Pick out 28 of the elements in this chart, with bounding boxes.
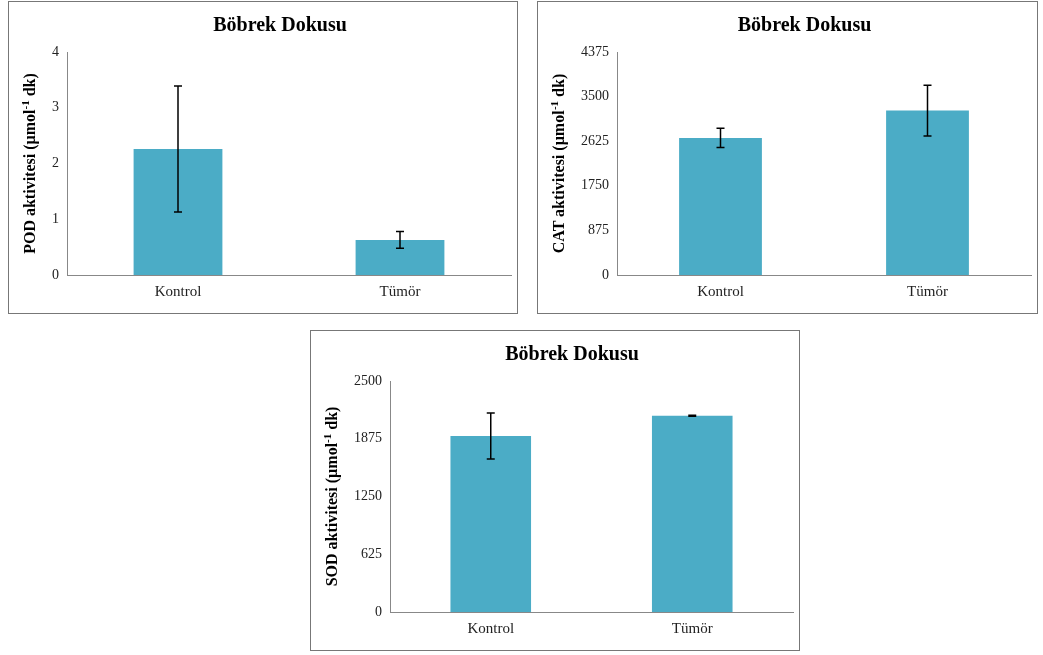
y-tick-label: 2: [52, 155, 59, 171]
x-tick-label: Kontrol: [154, 282, 202, 299]
y-axis-title: SOD aktivitesi (µmol-1 dk): [320, 406, 342, 587]
x-tick-label: Tümör: [907, 282, 948, 299]
y-tick-label: 1: [52, 210, 59, 226]
chart-title: Böbrek Dokusu: [213, 13, 347, 36]
y-tick-label: 3500: [581, 88, 609, 104]
y-tick-label: 1875: [354, 430, 382, 446]
chart-title: Böbrek Dokusu: [737, 13, 872, 36]
chart-title: Böbrek Dokusu: [505, 342, 639, 365]
y-tick-label: 0: [52, 266, 59, 282]
y-tick-label: 4375: [581, 43, 609, 59]
x-tick-label: Kontrol: [697, 282, 744, 299]
y-tick-label: 4: [52, 43, 59, 59]
y-tick-label: 875: [588, 222, 609, 238]
y-tick-label: 0: [602, 266, 609, 282]
y-tick-label: 3: [52, 99, 59, 115]
y-tick-label: 2625: [581, 132, 609, 148]
x-tick-label: Tümör: [379, 282, 421, 299]
y-axis-title: POD aktivitesi (µmol-1 dk): [18, 73, 40, 254]
y-tick-label: 0: [375, 603, 382, 619]
y-tick-label: 2500: [354, 372, 382, 388]
y-axis-title: CAT aktivitesi (µmol-1 dk): [547, 73, 569, 254]
y-tick-label: 625: [361, 545, 382, 561]
y-tick-label: 1250: [354, 488, 382, 504]
x-tick-label: Tümör: [671, 619, 713, 636]
x-tick-label: Kontrol: [467, 619, 515, 636]
y-tick-label: 1750: [581, 177, 609, 193]
